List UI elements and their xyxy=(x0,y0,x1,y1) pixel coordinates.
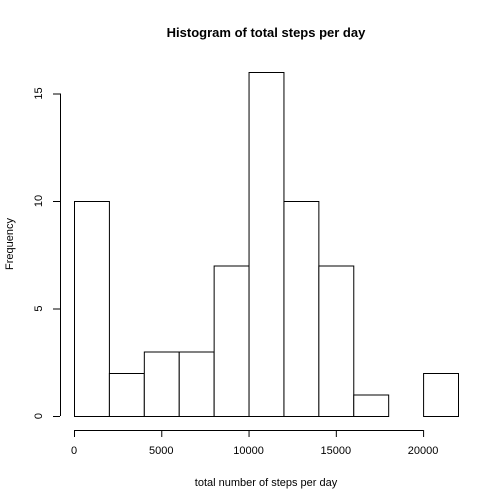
y-tick-label: 0 xyxy=(33,413,45,419)
x-axis-label: total number of steps per day xyxy=(195,477,338,489)
histogram-bar xyxy=(283,201,320,417)
x-tick-label: 5000 xyxy=(149,445,173,457)
y-axis-label: Frequency xyxy=(4,218,16,270)
histogram-bar xyxy=(248,72,285,417)
histogram-bar xyxy=(143,351,180,417)
y-tick-label: 15 xyxy=(33,87,45,99)
histogram-bar xyxy=(213,265,250,417)
histogram-bars xyxy=(74,72,460,417)
y-tick-label: 10 xyxy=(33,195,45,207)
x-tick-label: 15000 xyxy=(321,445,352,457)
x-tick-label: 0 xyxy=(71,445,77,457)
histogram-bar xyxy=(353,394,390,417)
y-axis: 0 5 10 15 xyxy=(33,87,61,419)
x-axis: 0 5000 10000 15000 20000 xyxy=(71,430,438,457)
x-tick-label: 10000 xyxy=(233,445,264,457)
chart-title: Histogram of total steps per day xyxy=(167,25,366,40)
x-tick-label: 20000 xyxy=(408,445,439,457)
histogram-bar xyxy=(423,373,460,417)
histogram-bar xyxy=(74,201,110,417)
histogram-bar xyxy=(108,373,145,417)
histogram-bar xyxy=(178,351,215,417)
y-tick-label: 5 xyxy=(33,305,45,311)
histogram-bar xyxy=(318,265,355,417)
